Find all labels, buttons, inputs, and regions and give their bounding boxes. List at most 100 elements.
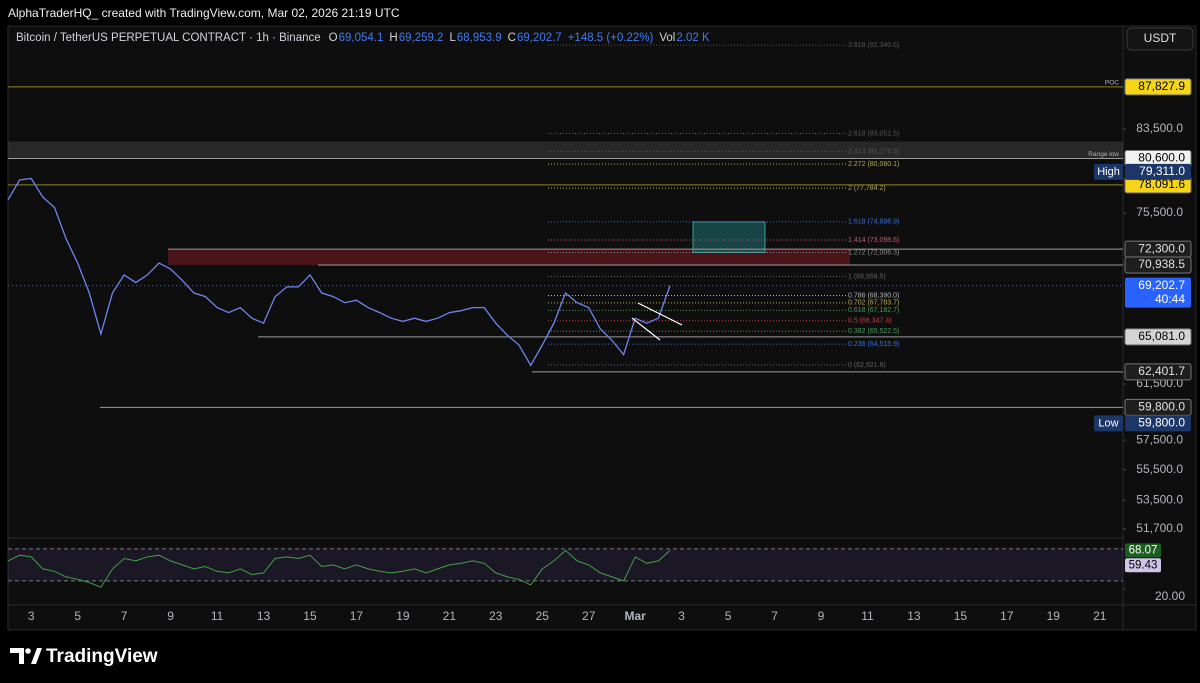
ohlc-key: C (508, 32, 516, 44)
x-tick-label: 9 (818, 609, 825, 623)
x-tick-label: 23 (489, 609, 503, 623)
price-label-box (1124, 78, 1192, 96)
change: +148.5 (+0.22%) (568, 32, 654, 44)
extreme-label: 59,800.0 (1138, 416, 1185, 430)
fib-label: 1 (69,959.5) (848, 273, 886, 280)
y-tick-label: 53,500.0 (1136, 492, 1183, 506)
price-line-note: POC (1105, 80, 1119, 87)
y-tick-label: 51,700.0 (1136, 521, 1183, 535)
x-tick-label: 9 (167, 609, 174, 623)
x-tick-label: 7 (121, 609, 128, 623)
price-label-box (1124, 256, 1192, 274)
x-tick-label: 17 (350, 609, 364, 623)
x-tick-label: 3 (28, 609, 35, 623)
price-label-box (1124, 363, 1192, 381)
price-label: 80,600.0 (1138, 151, 1185, 165)
brand: TradingView (46, 646, 158, 667)
currency-button[interactable] (1126, 27, 1194, 51)
rsi-label-box (1125, 558, 1161, 573)
brand-logo (10, 648, 42, 664)
supply-zone (168, 249, 850, 265)
ohlc-legend: O 69,054.1 H 69,259.2 L 68,953.9 C 69,202.7 +148… (329, 32, 710, 44)
ohlc-value: 69,202.7 (517, 32, 562, 44)
extreme-box (1125, 163, 1191, 180)
countdown: 40:44 (1155, 292, 1185, 306)
extreme-label: 79,311.0 (1139, 164, 1185, 178)
rsi-label: 59.43 (1129, 559, 1158, 571)
extreme-name: High (1097, 166, 1120, 178)
price-label: 87,827.9 (1138, 79, 1185, 93)
currency[interactable]: USDT (1144, 31, 1177, 45)
fib-label: 1.272 (72,006.3) (848, 249, 899, 256)
credit: AlphaTraderHQ_ created with TradingView.… (8, 6, 400, 20)
x-tick-label: 25 (536, 609, 550, 623)
price-line-note: Range low (1088, 151, 1119, 158)
target-zone (692, 221, 766, 254)
x-tick-label: 17 (1000, 609, 1014, 623)
rsi-label: 68.07 (1129, 544, 1158, 556)
x-tick-label: 27 (582, 609, 596, 623)
fib-label: 0 (62,921.6) (848, 362, 886, 369)
price-label: 65,081.0 (1138, 329, 1185, 343)
extreme-name-box (1094, 415, 1123, 432)
rsi-label-box (1125, 543, 1161, 558)
ohlc-value: 69,054.1 (339, 32, 384, 44)
price-label: 70,938.5 (1138, 257, 1185, 271)
fib-label: 2.618 (83,051.5) (848, 130, 899, 137)
last-price-label: 69,202.7 (1138, 278, 1185, 292)
ohlc-key: L (449, 32, 456, 44)
price-label: 62,401.7 (1138, 364, 1185, 378)
rsi-band (8, 548, 1123, 581)
x-tick-label: 3 (678, 609, 685, 623)
chart-frame (7, 25, 1197, 631)
x-tick-label: 11 (861, 609, 874, 623)
symbol: Bitcoin / TetherUS PERPETUAL CONTRACT · … (16, 32, 321, 44)
rsi-line (7, 549, 671, 588)
ohlc-key: O (329, 32, 338, 44)
fib-label: 0.236 (64,515.9) (848, 341, 899, 348)
x-tick-label: 5 (725, 609, 732, 623)
volume-key: Vol (659, 32, 675, 44)
ohlc-value: 69,259.2 (399, 32, 444, 44)
last-price-box (1125, 277, 1191, 308)
volume: 2.02 K (676, 32, 710, 44)
x-tick-label: Mar (625, 609, 647, 623)
x-tick-label: 13 (907, 609, 921, 623)
price-label: 78,091.6 (1138, 177, 1185, 191)
fib-label: 1.414 (73,098.6) (848, 237, 899, 244)
ohlc-key: H (389, 32, 397, 44)
y-tick-label: 55,500.0 (1136, 462, 1183, 476)
x-tick-label: 7 (771, 609, 778, 623)
fib-label: 3.618 (92,340.6) (848, 42, 899, 49)
fib-label: 2.272 (80,060.1) (848, 161, 899, 168)
price-label: 59,800.0 (1138, 400, 1185, 414)
price-label: 72,300.0 (1138, 241, 1185, 255)
fib-label: 1.618 (74,698.9) (848, 219, 899, 226)
x-tick-label: 21 (443, 609, 457, 623)
price-label-box (1124, 328, 1192, 346)
y-tick-label: 75,500.0 (1136, 205, 1183, 219)
y-tick-label: 83,500.0 (1136, 121, 1183, 135)
x-tick-label: 5 (74, 609, 81, 623)
fib-label: 2.414 (81,276.5) (848, 148, 899, 155)
x-tick-label: 21 (1093, 609, 1107, 623)
x-tick-label: 15 (303, 609, 317, 623)
wedge-drawing (631, 302, 683, 341)
fib-label: 0.5 (66,347.4) (848, 318, 892, 325)
price-line-series (7, 177, 671, 367)
fib-label: 0.702 (67,783.7) (848, 300, 899, 307)
fib-label: 0.786 (68,390.0) (848, 292, 899, 299)
range-zone (8, 141, 1123, 159)
x-tick-label: 15 (954, 609, 968, 623)
extreme-name-box (1094, 163, 1123, 180)
fib-label: 2 (77,784.2) (848, 185, 886, 192)
fib-label: 0.382 (65,522.5) (848, 328, 899, 335)
y-tick-label: 57,500.0 (1136, 432, 1183, 446)
plot: 83,500.075,500.061,500.057,500.055,500.0… (7, 42, 1192, 623)
fib-label: 0.618 (67,182.7) (848, 307, 899, 314)
ohlc-value: 68,953.9 (457, 32, 502, 44)
extreme-box (1125, 415, 1191, 432)
x-tick-label: 13 (257, 609, 271, 623)
x-tick-label: 19 (396, 609, 410, 623)
